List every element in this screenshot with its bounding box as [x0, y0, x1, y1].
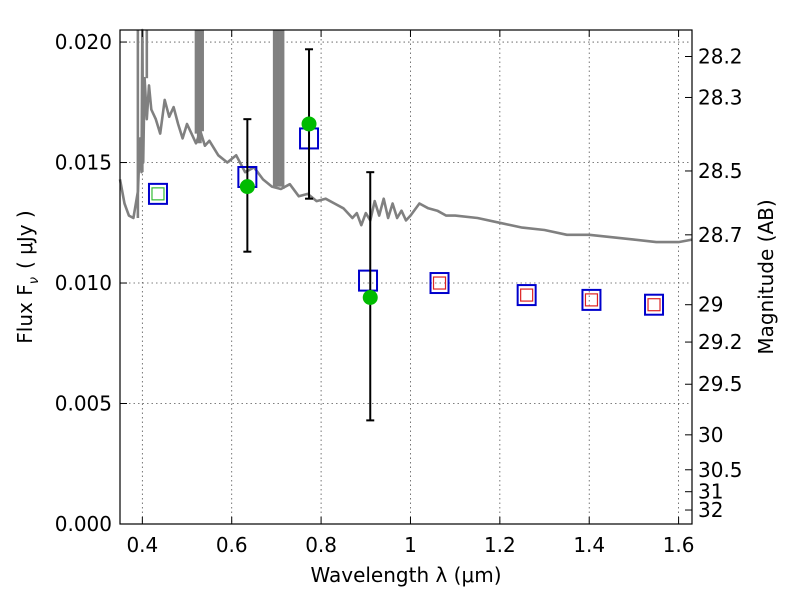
x-tick-label: 1.6: [663, 533, 695, 557]
x-tick-label: 1.2: [484, 533, 516, 557]
model-flux-inner-square: [584, 293, 599, 307]
y-axis-label: Flux Fν ( μJy ): [13, 210, 42, 343]
model-flux-inner-square: [647, 298, 661, 312]
y2-tick-label: 29.2: [698, 330, 743, 354]
plot-frame: [119, 29, 693, 525]
y2-tick-label: 30: [698, 423, 723, 447]
model-flux-box: [644, 293, 665, 316]
y-axis-label-subscript: ν: [27, 277, 42, 284]
template-spectrum-layer: [118, 28, 693, 244]
y2-tick-label: 28.7: [698, 223, 743, 247]
y2-tick-label: 30.5: [698, 458, 743, 482]
model-flux-inner-square: [520, 288, 534, 302]
y2-tick-label: 28.5: [698, 159, 743, 183]
x-tick-label: 1: [404, 533, 417, 557]
y2-tick-label: 28.3: [698, 85, 743, 109]
template-spectrum-line: [118, 28, 693, 244]
observed-flux-point: [301, 116, 317, 132]
y2-tick-label: 32: [698, 498, 723, 522]
y-axis-label-unit: ( μJy ): [13, 210, 37, 269]
y2-axis-label: Magnitude (AB): [754, 199, 778, 354]
x-tick-label: 0.4: [126, 533, 158, 557]
y-tick-label: 0.000: [55, 512, 112, 536]
y2-tick-label: 29.5: [698, 372, 743, 396]
model-flux-box: [429, 272, 450, 295]
tick-layer: 0.4 0.6 0.8 1 1.2 1.4 1.6 0.000 0.005 0.010 0.015 0…: [55, 30, 743, 557]
x-tick-label: 0.6: [216, 533, 248, 557]
y-tick-label: 0.005: [55, 392, 112, 416]
model-flux-inner-square: [151, 187, 165, 201]
observed-flux-point: [239, 179, 255, 195]
model-flux-box: [516, 284, 537, 307]
model-flux-box: [147, 182, 168, 205]
y2-tick-label: 31: [698, 480, 723, 504]
y-tick-label: 0.015: [55, 151, 112, 175]
x-axis-label: Wavelength λ (μm): [310, 563, 501, 587]
y-axis-label-main: Flux F: [13, 284, 37, 343]
model-flux-inner-square: [432, 276, 447, 290]
x-tick-label: 0.8: [305, 533, 337, 557]
y-tick-label: 0.010: [55, 271, 112, 295]
model-flux-box: [581, 288, 602, 311]
y-tick-label: 0.020: [55, 30, 112, 54]
observed-flux-point: [362, 289, 378, 305]
y2-tick-label: 28.2: [698, 45, 743, 69]
marker-layer: [147, 48, 665, 422]
x-tick-label: 1.4: [573, 533, 605, 557]
y2-tick-label: 29: [698, 293, 723, 317]
